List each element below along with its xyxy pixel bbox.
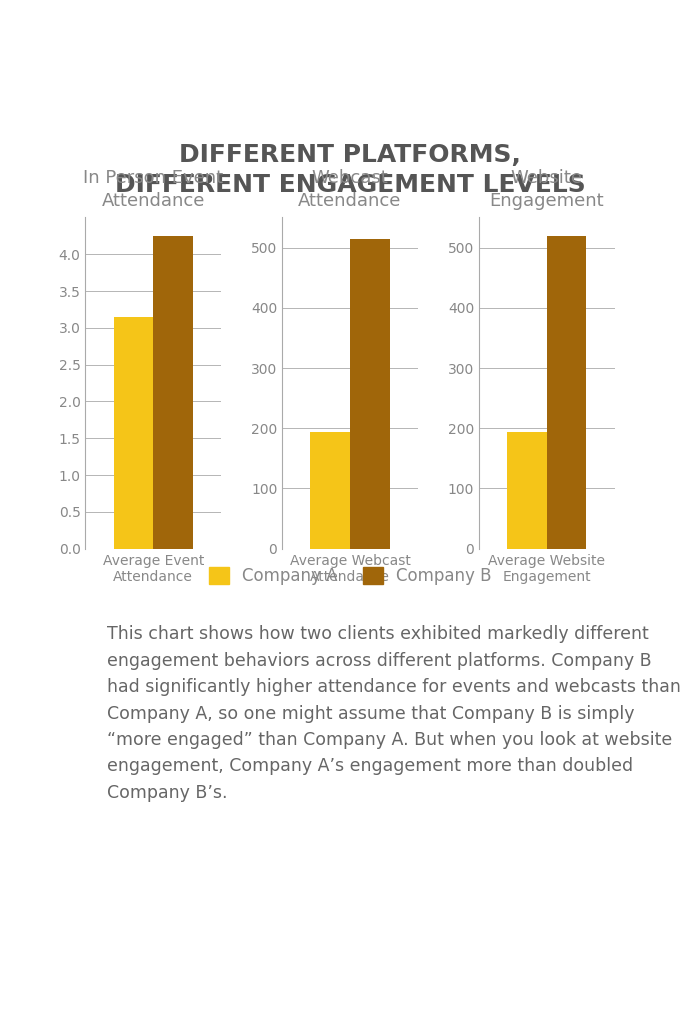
Bar — [350, 239, 389, 549]
Bar — [507, 432, 547, 549]
Title: Website
Engagement: Website Engagement — [490, 169, 604, 210]
Text: DIFFERENT PLATFORMS,
DIFFERENT ENGAGEMENT LEVELS: DIFFERENT PLATFORMS, DIFFERENT ENGAGEMEN… — [115, 143, 585, 197]
Bar — [311, 432, 350, 549]
Title: Webcast
Attendance: Webcast Attendance — [298, 169, 402, 210]
Bar — [113, 316, 153, 549]
Text: This chart shows how two clients exhibited markedly different engagement behavio: This chart shows how two clients exhibit… — [107, 626, 680, 802]
Bar — [153, 236, 193, 549]
Legend: Company A, Company B: Company A, Company B — [202, 560, 498, 592]
Title: In Person Event
Attendance: In Person Event Attendance — [83, 169, 223, 210]
Bar — [547, 236, 587, 549]
